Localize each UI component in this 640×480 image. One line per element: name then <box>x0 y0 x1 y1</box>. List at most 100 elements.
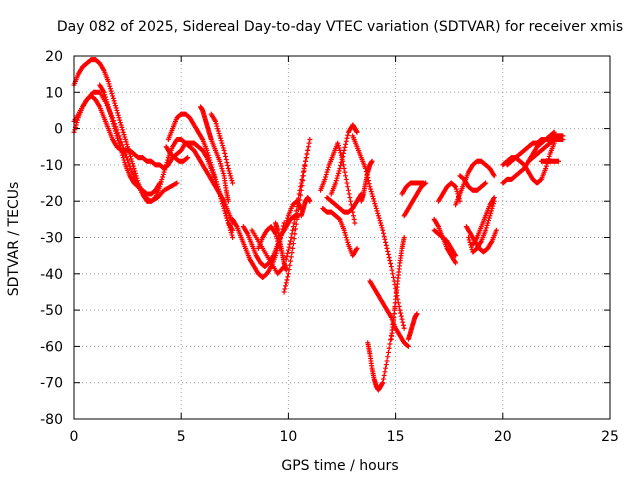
data-point <box>226 222 232 228</box>
data-point <box>289 250 295 256</box>
data-point <box>224 159 230 165</box>
data-point <box>224 215 230 221</box>
data-point <box>342 169 348 175</box>
data-point <box>390 271 396 277</box>
data-point <box>342 144 348 150</box>
data-point <box>132 170 138 176</box>
y-tick-label: 20 <box>45 49 63 65</box>
y-tick-label: -70 <box>40 376 63 392</box>
data-point <box>289 231 295 237</box>
data-point <box>302 162 308 168</box>
data-point <box>382 369 388 375</box>
data-point <box>122 136 128 142</box>
data-point <box>288 258 294 264</box>
data-point <box>215 128 221 134</box>
data-point <box>214 123 220 129</box>
data-point <box>378 222 384 228</box>
y-axis-label: SDTVAR / TECUs <box>6 182 22 297</box>
data-point <box>352 220 358 226</box>
data-series <box>431 227 459 259</box>
x-axis-label: GPS time / hours <box>281 458 398 474</box>
data-series <box>465 198 497 255</box>
data-point <box>292 216 298 222</box>
data-point <box>405 343 411 349</box>
data-point <box>110 118 116 124</box>
data-point <box>466 237 472 243</box>
data-point <box>285 215 291 221</box>
data-point <box>220 143 226 149</box>
data-point <box>112 128 118 134</box>
data-series <box>470 195 497 248</box>
data-point <box>225 220 231 226</box>
data-point <box>285 271 291 277</box>
data-point <box>290 245 296 251</box>
data-point <box>229 232 235 238</box>
data-point <box>122 134 128 140</box>
data-point <box>287 241 293 247</box>
data-point <box>220 201 226 207</box>
y-tick-label: -20 <box>40 194 63 210</box>
data-point <box>387 257 393 263</box>
data-point <box>282 286 288 292</box>
data-point <box>228 230 234 236</box>
data-point <box>217 191 223 197</box>
data-series <box>197 104 231 204</box>
data-point <box>286 267 292 273</box>
data-point <box>228 175 234 181</box>
data-point <box>333 178 339 184</box>
data-point <box>400 319 406 325</box>
x-tick-label: 15 <box>387 429 405 445</box>
data-point <box>398 310 404 316</box>
data-point <box>288 254 294 260</box>
data-series <box>367 278 411 349</box>
data-point <box>389 267 395 273</box>
data-point <box>560 136 566 142</box>
data-point <box>218 196 224 202</box>
data-point <box>110 95 116 101</box>
data-point <box>207 157 213 163</box>
data-point <box>491 195 497 201</box>
data-point <box>345 187 351 193</box>
data-point <box>372 201 378 207</box>
data-point <box>217 158 223 164</box>
data-point <box>117 117 123 123</box>
data-point <box>338 159 344 165</box>
data-point <box>307 198 313 204</box>
data-point <box>284 253 290 259</box>
y-tick-label: -40 <box>40 267 63 283</box>
data-point <box>383 362 389 368</box>
data-point <box>297 187 303 193</box>
data-point <box>120 127 126 133</box>
data-point <box>383 365 389 371</box>
data-point <box>287 262 293 268</box>
x-tick-label: 0 <box>70 429 79 445</box>
data-point <box>401 235 407 240</box>
data-point <box>185 155 191 161</box>
data-series <box>504 140 557 186</box>
data-point <box>343 138 349 144</box>
data-point <box>387 341 393 347</box>
data-point <box>281 227 287 233</box>
data-point <box>488 210 494 216</box>
data-point <box>115 135 121 141</box>
data-markers <box>71 57 566 393</box>
data-point <box>339 156 345 162</box>
data-point <box>221 205 227 211</box>
data-point <box>307 136 313 142</box>
data-point <box>124 154 130 160</box>
data-point <box>219 140 225 146</box>
data-point <box>223 153 229 159</box>
data-point <box>127 153 133 159</box>
data-point <box>551 129 557 135</box>
data-point <box>337 147 343 153</box>
data-series <box>273 220 289 273</box>
data-point <box>75 117 81 123</box>
data-point <box>290 224 296 230</box>
x-tick-label: 20 <box>494 429 512 445</box>
data-point <box>285 250 291 256</box>
data-point <box>375 210 381 216</box>
data-point <box>551 130 557 136</box>
data-point <box>380 230 386 236</box>
data-point <box>204 147 210 153</box>
data-point <box>383 242 389 248</box>
